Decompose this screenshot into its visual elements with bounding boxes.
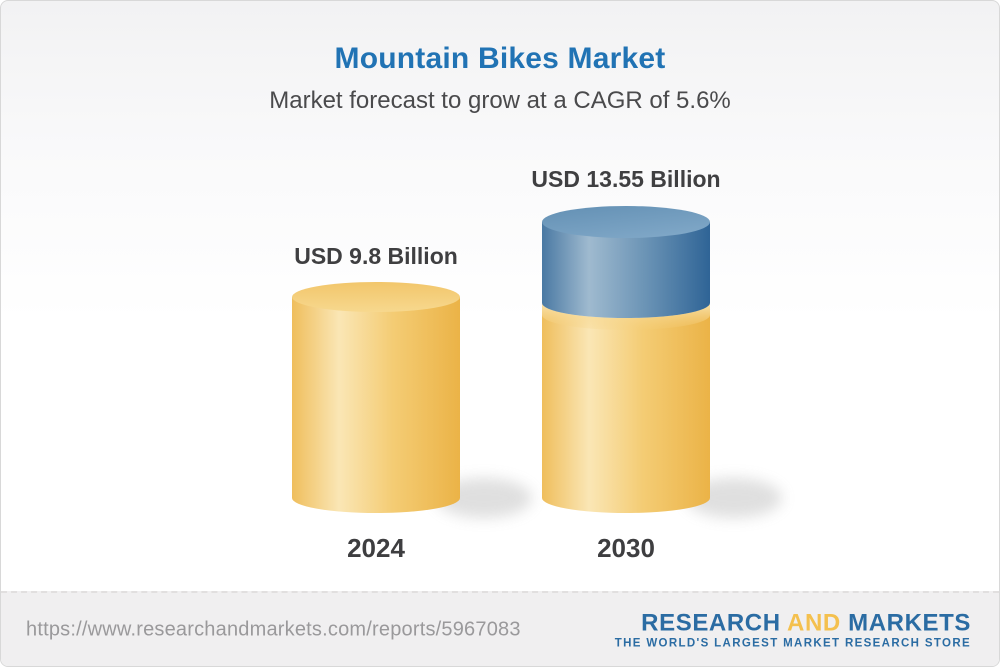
value-label-2030: USD 13.55 Billion [531, 166, 721, 192]
bar-2030-base-segment [542, 303, 710, 513]
logo-word-markets: MARKETS [848, 608, 971, 636]
bar-2024-cylinder [292, 282, 460, 513]
logo-word-and: AND [787, 608, 841, 636]
category-label-2024: 2024 [347, 533, 405, 563]
page-title: Mountain Bikes Market [334, 42, 666, 75]
logo-tagline: THE WORLD'S LARGEST MARKET RESEARCH STOR… [614, 637, 971, 650]
bar-2030-base-top-highlight [542, 303, 710, 330]
logo-wordmark: RESEARCH AND MARKETS [615, 610, 971, 635]
page-subtitle: Market forecast to grow at a CAGR of 5.6… [269, 87, 731, 114]
research-and-markets-logo: RESEARCH AND MARKETS THE WORLD'S LARGEST… [615, 610, 971, 649]
bar-2030-top-face [542, 206, 710, 238]
bar-2030-growth-segment [542, 222, 710, 318]
category-label-2030: 2030 [597, 533, 655, 563]
logo-word-research: RESEARCH [641, 608, 781, 636]
report-url: https://www.researchandmarkets.com/repor… [26, 618, 521, 640]
value-label-2024: USD 9.8 Billion [294, 243, 458, 269]
bar-2030-cylinder [542, 206, 710, 513]
footer-bar: https://www.researchandmarkets.com/repor… [1, 591, 999, 666]
